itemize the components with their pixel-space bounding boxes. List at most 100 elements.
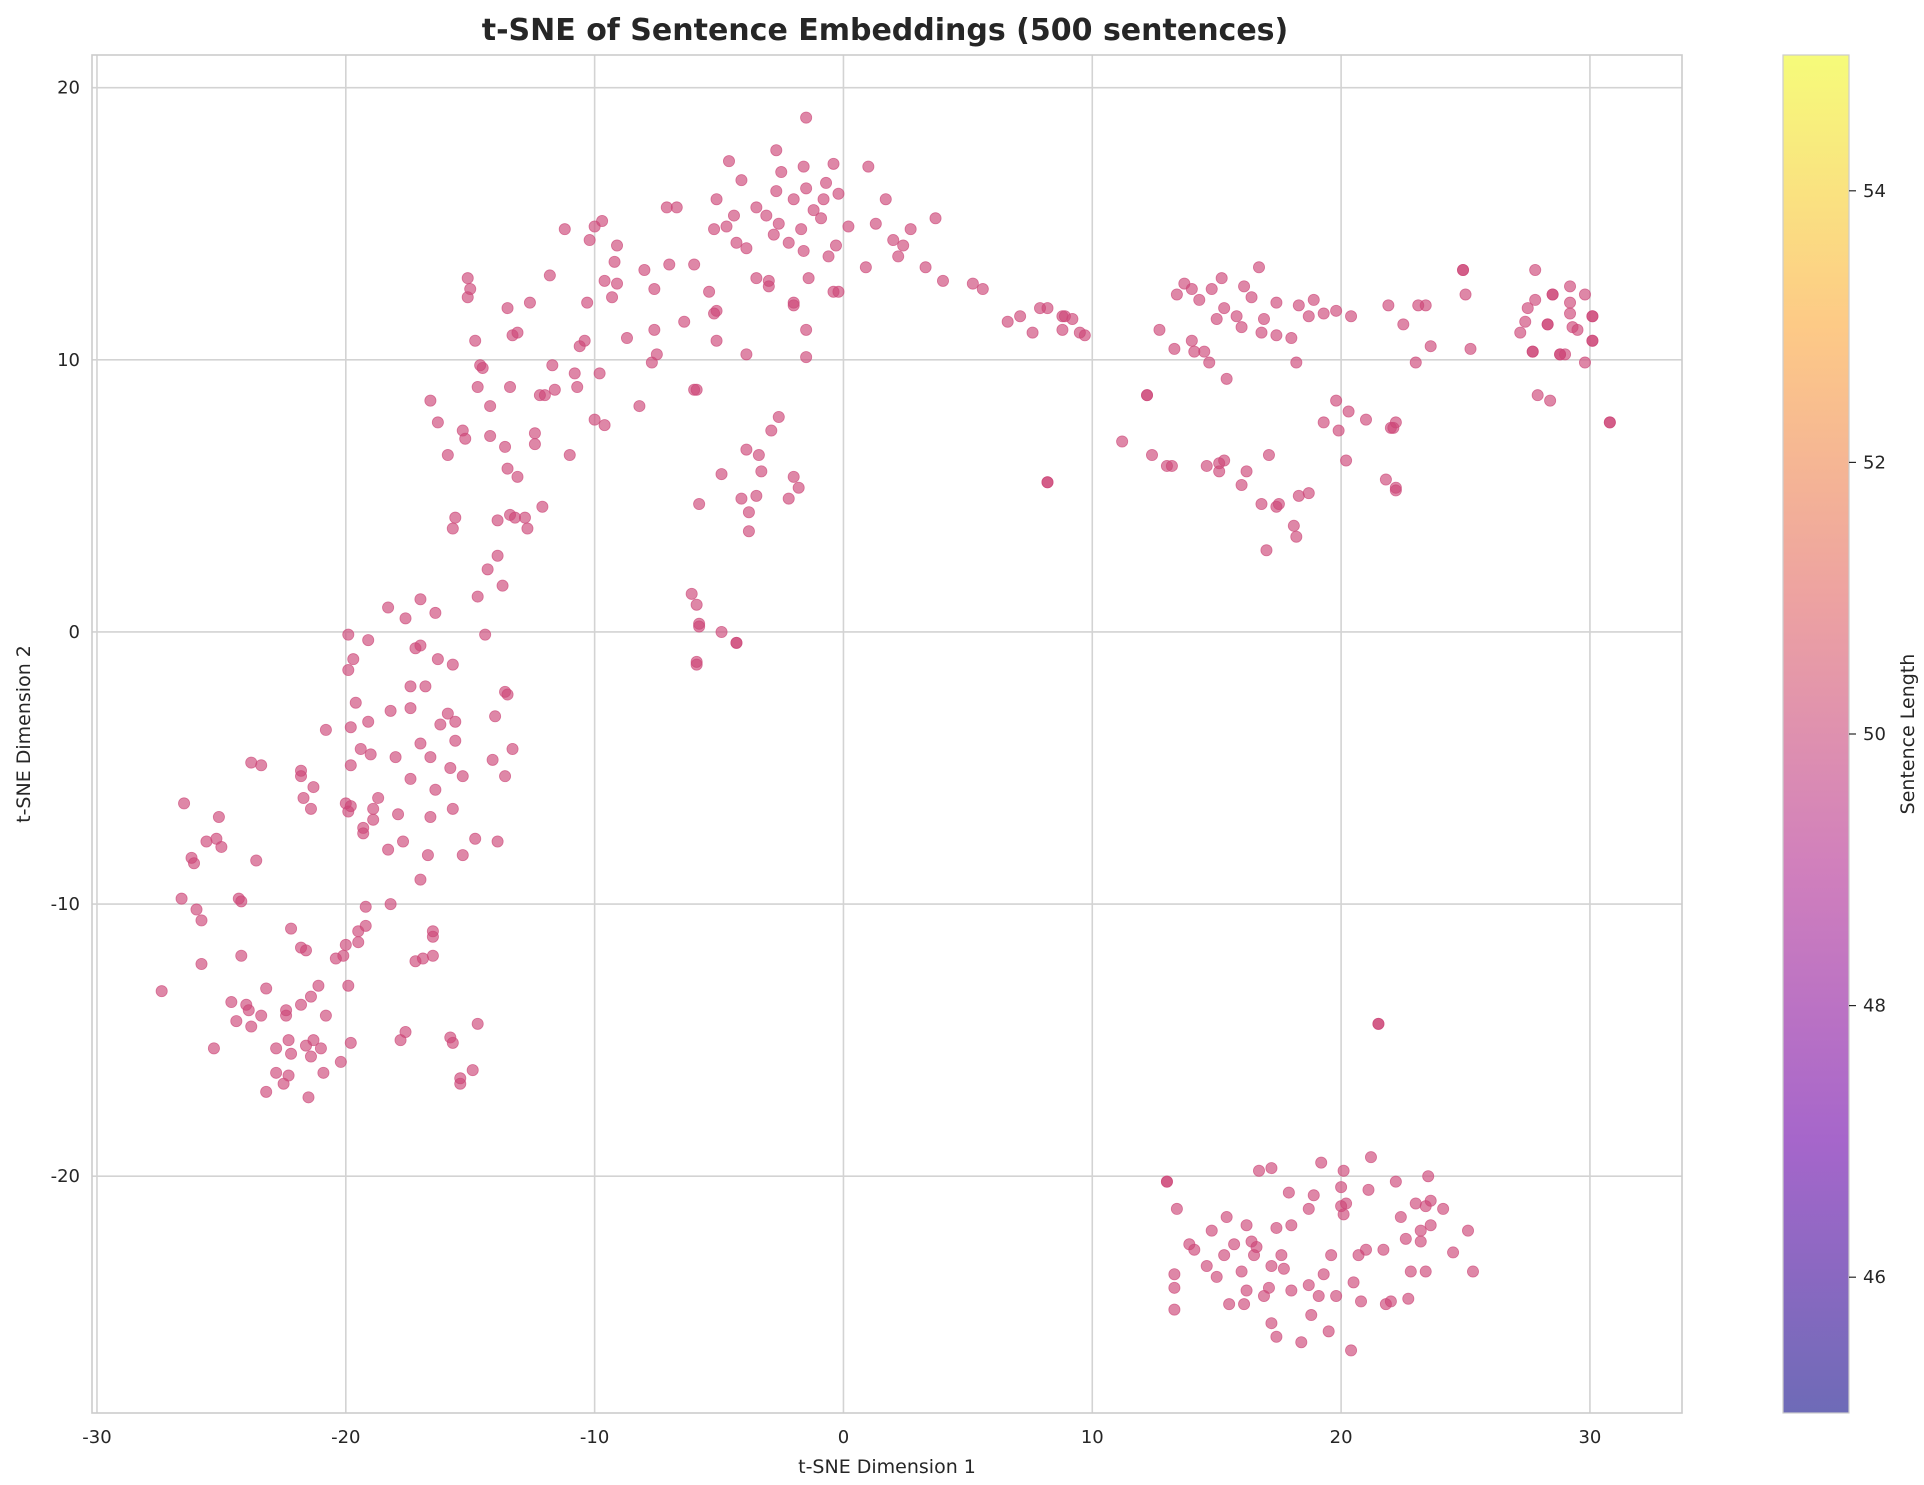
scatter-point [1424,1219,1437,1232]
scatter-point [1325,1249,1338,1262]
scatter-point [1238,280,1251,293]
scatter-point [611,277,624,290]
scatter-point [1230,310,1243,323]
scatter-point [1377,1243,1390,1256]
scatter-point [1337,1208,1350,1221]
scatter-point [1041,302,1054,315]
colorbar-tick-label: 54 [1863,181,1886,202]
scatter-point [742,506,755,519]
scatter-point [511,470,524,483]
scatter-point [660,201,673,214]
scatter-point [367,802,380,815]
y-tick-label: 20 [57,78,80,99]
scatter-point [1188,345,1201,358]
scatter-point [397,835,410,848]
scatter-point [456,770,469,783]
x-tick-label: -10 [580,1427,609,1448]
scatter-point [1188,1243,1201,1256]
scatter-point [446,1036,459,1049]
scatter-point [1292,489,1305,502]
scatter-point [897,239,910,252]
scatter-point [892,250,905,263]
scatter-point [1287,519,1300,532]
scatter-point [1462,1224,1475,1237]
scatter-point [491,549,504,562]
scatter-point [693,498,706,511]
scatter-point [879,193,892,206]
scatter-point [1559,348,1572,361]
scatter-point [1240,1284,1253,1297]
scatter-point [563,449,576,462]
colorbar-tick-label: 48 [1863,996,1886,1017]
scatter-point [426,949,439,962]
scatter-point [349,696,362,709]
scatter-point [195,957,208,970]
scatter-point [1170,1202,1183,1215]
scatter-point [1330,394,1343,407]
scatter-point [1223,1298,1236,1311]
scatter-point [1564,307,1577,320]
scatter-point [426,925,439,938]
scatter-point [802,272,815,285]
scatter-point [1240,1219,1253,1232]
scatter-point [1437,1202,1450,1215]
scatter-point [414,639,427,652]
scatter-point [1359,1243,1372,1256]
scatter-point [772,410,785,423]
scatter-point [807,204,820,217]
scatter-point [260,982,273,995]
scatter-point [568,367,581,380]
scatter-point [1265,1317,1278,1330]
scatter-point [919,261,932,274]
scatter-point [255,1009,268,1022]
scatter-point [312,979,325,992]
scatter-point [1347,1276,1360,1289]
scatter-point [280,1009,293,1022]
scatter-points [155,111,1616,1357]
scatter-point [506,742,519,755]
scatter-point [1307,1189,1320,1202]
scatter-point [404,772,417,785]
scatter-point [593,367,606,380]
scatter-point [1282,1186,1295,1199]
scatter-point [454,1072,467,1085]
scatter-point [787,193,800,206]
scatter-point [299,944,312,957]
scatter-point [352,936,365,949]
scatter-point [583,234,596,247]
scatter-point [434,718,447,731]
scatter-point [1235,478,1248,491]
scatter-point [1185,334,1198,347]
x-tick-label: -20 [331,1427,360,1448]
scatter-point [1544,394,1557,407]
scatter-point [638,263,651,276]
scatter-point [730,236,743,249]
scatter-point [578,334,591,347]
scatter-point [750,489,763,502]
scatter-point [1260,544,1273,557]
scatter-point [1399,1232,1412,1245]
scatter-point [822,250,835,263]
scatter-point [688,258,701,271]
scatter-point [416,952,429,965]
scatter-point [543,269,556,282]
scatter-point [449,734,462,747]
scatter-point [441,449,454,462]
scatter-point [596,215,609,228]
scatter-point [1409,1197,1422,1210]
scatter-point [404,680,417,693]
scatter-point [255,759,268,772]
scatter-point [1198,345,1211,358]
scatter-point [449,511,462,524]
scatter-point [270,1066,283,1079]
scatter-point [787,299,800,312]
scatter-point [1218,302,1231,315]
scatter-point [1586,334,1599,347]
scatter-point [518,511,531,524]
scatter-point [832,187,845,200]
scatter-point [1389,1175,1402,1188]
scatter-point [797,160,810,173]
scatter-point [1026,326,1039,339]
scatter-point [469,334,482,347]
scatter-point [342,664,355,677]
